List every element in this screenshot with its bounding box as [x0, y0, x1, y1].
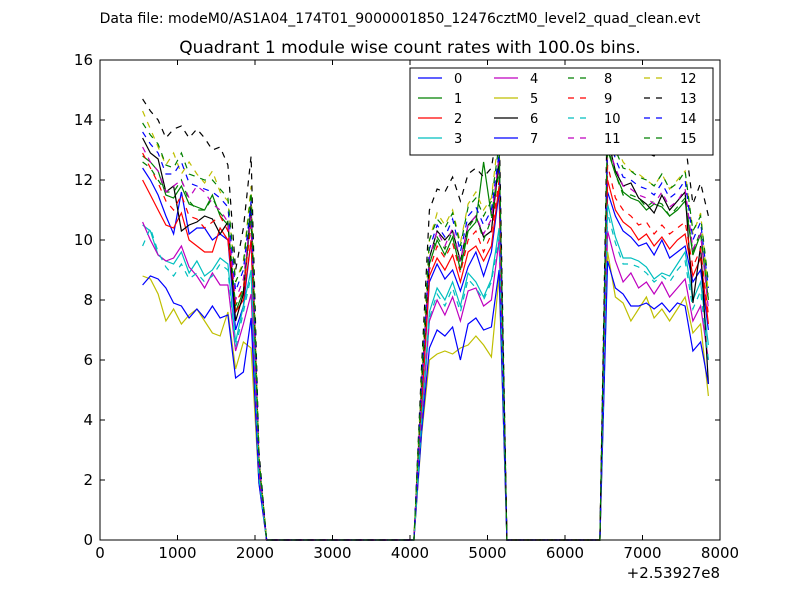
- y-tick-label: 4: [83, 411, 93, 429]
- legend-box: [409, 67, 714, 156]
- x-tick-label: 7000: [623, 544, 661, 562]
- y-tick-label: 2: [83, 471, 93, 489]
- legend-label-15: 15: [680, 132, 697, 147]
- legend-label-4: 4: [530, 72, 538, 87]
- x-tick-label: 1000: [158, 544, 196, 562]
- series-line-11: [142, 143, 709, 541]
- x-tick-label: 6000: [546, 544, 584, 562]
- x-tick-label: 3000: [313, 544, 351, 562]
- legend-label-6: 6: [530, 112, 538, 127]
- chart-title: Quadrant 1 module wise count rates with …: [179, 38, 640, 58]
- legend-label-0: 0: [454, 72, 462, 87]
- y-tick-label: 0: [83, 531, 93, 549]
- legend-label-11: 11: [604, 132, 621, 147]
- series-line-15: [142, 119, 709, 541]
- y-tick-label: 8: [83, 291, 93, 309]
- y-tick-label: 6: [83, 351, 93, 369]
- x-tick-label: 4000: [391, 544, 429, 562]
- legend-label-2: 2: [454, 112, 462, 127]
- legend-label-1: 1: [454, 92, 462, 107]
- legend-label-14: 14: [680, 112, 697, 127]
- series-line-3: [142, 203, 709, 541]
- series-line-5: [142, 251, 709, 541]
- series-line-14: [142, 128, 709, 541]
- y-tick-label: 10: [74, 231, 93, 249]
- y-tick-label: 14: [74, 111, 93, 129]
- series-line-1: [142, 149, 709, 541]
- y-tick-label: 12: [74, 171, 93, 189]
- y-tick-label: 16: [74, 51, 93, 69]
- series-line-2: [142, 179, 709, 541]
- legend-label-9: 9: [604, 92, 612, 107]
- legend-label-5: 5: [530, 92, 538, 107]
- legend-label-12: 12: [680, 72, 697, 87]
- legend-label-8: 8: [604, 72, 612, 87]
- x-tick-label: 2000: [236, 544, 274, 562]
- series-line-6: [142, 137, 709, 541]
- x-offset-label: +2.53927e8: [627, 564, 720, 582]
- series-line-8: [142, 146, 709, 541]
- legend-label-10: 10: [604, 112, 621, 127]
- legend-label-7: 7: [530, 132, 538, 147]
- legend-label-13: 13: [680, 92, 697, 107]
- series-line-7: [142, 260, 709, 541]
- x-tick-label: 0: [95, 544, 105, 562]
- chart-suptitle: Data file: modeM0/AS1A04_174T01_90000018…: [100, 11, 701, 27]
- series-line-4: [142, 221, 709, 541]
- series-line-0: [142, 167, 709, 541]
- legend-label-3: 3: [454, 132, 462, 147]
- x-tick-label: 8000: [701, 544, 739, 562]
- ticks-layer: 0 1000 2000 3000 4000 5000 6000 7000 80000246810…: [74, 51, 739, 562]
- x-tick-label: 5000: [468, 544, 506, 562]
